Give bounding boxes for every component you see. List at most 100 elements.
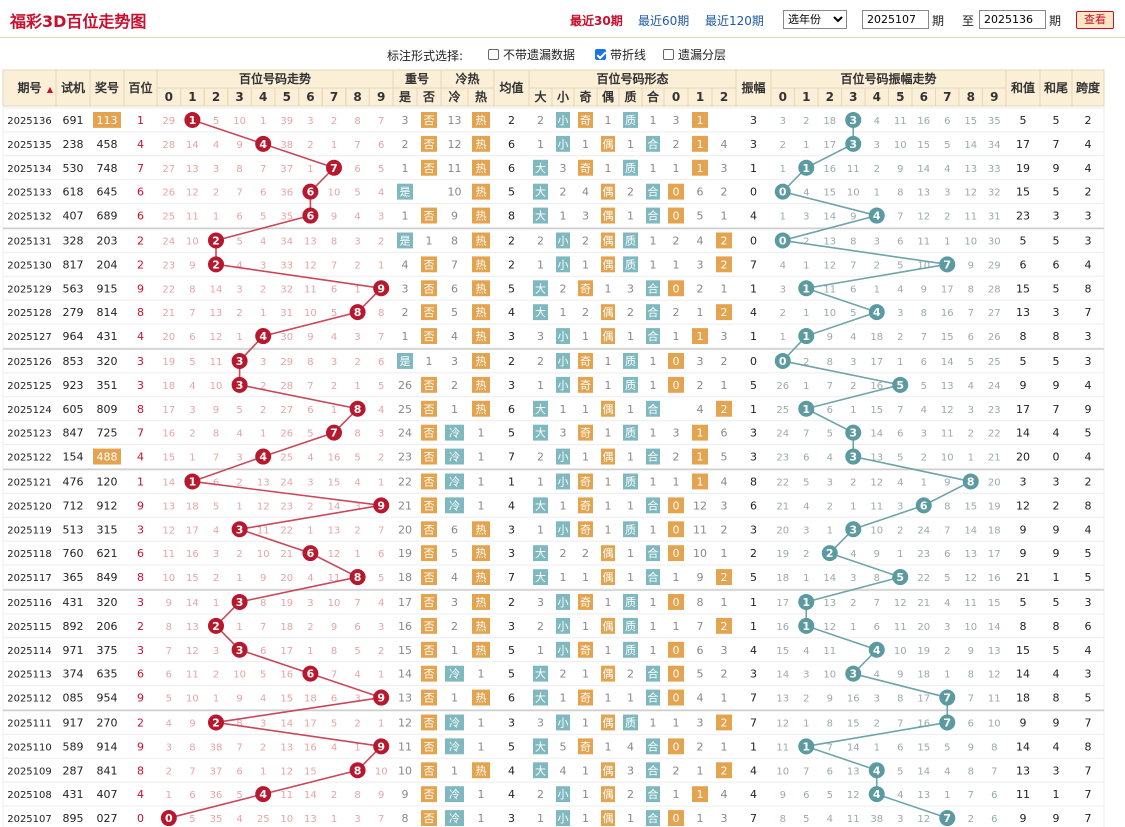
repeat-no-cell: 否 [424, 427, 435, 440]
amp-miss-cell: 11 [941, 429, 954, 440]
amp-miss-cell: 15 [941, 332, 954, 343]
trend-miss-cell: 12 [328, 549, 341, 560]
small-cell-bg [556, 714, 570, 731]
amplitude-ball [915, 497, 932, 514]
repeat-no-cell-bg [421, 376, 437, 393]
road-miss-cell: 1 [721, 740, 728, 753]
even-cell: 偶 [603, 788, 614, 801]
road-miss-cell: 4 [721, 138, 728, 151]
amp-miss-cell: 14 [917, 766, 930, 777]
sum-cell: 8 [1020, 620, 1027, 633]
amp-miss-cell: 13 [870, 453, 883, 464]
trend-miss-cell: 5 [213, 501, 219, 512]
recent-30-link[interactable]: 最近30期 [570, 14, 623, 28]
avg-cell: 1 [508, 475, 515, 488]
checkbox-icon[interactable] [663, 49, 674, 60]
sumtail-cell: 5 [1053, 596, 1060, 609]
amp-miss-cell: 2 [827, 501, 833, 512]
even-cell: 偶 [603, 210, 614, 223]
recent-60-link[interactable]: 最近60期 [638, 14, 690, 28]
prime-miss-cell: 3 [627, 764, 634, 777]
small-miss-cell: 3 [560, 162, 567, 175]
year-select[interactable]: 选年份 [783, 10, 847, 29]
sumtail-cell: 2 [1053, 499, 1060, 512]
amp-cell: 4 [750, 764, 757, 777]
small-cell-bg [556, 641, 570, 658]
checkbox-icon[interactable] [488, 49, 499, 60]
trend-miss-cell: 27 [280, 405, 293, 416]
road-cell-bg [692, 112, 708, 128]
sum-cell: 13 [1016, 306, 1030, 319]
amp-miss-cell: 7 [827, 381, 833, 392]
trend-miss-cell: 24 [162, 236, 175, 247]
hot-miss-cell: 1 [478, 812, 485, 825]
trend-miss-cell: 4 [354, 477, 360, 488]
odd-cell-bg [578, 689, 593, 706]
road-miss-cell: 2 [673, 306, 680, 319]
amp-miss-cell: 18 [988, 525, 1001, 536]
amplitude-ball-label: 3 [849, 114, 857, 127]
to-period-input[interactable] [979, 10, 1046, 29]
amp-miss-cell: 24 [988, 381, 1001, 392]
small-cell: 小 [558, 451, 569, 464]
hundred-ball-label: 4 [259, 330, 267, 343]
amp-digit-header: 8 [967, 90, 975, 104]
road-miss-cell: 1 [673, 475, 680, 488]
odd-miss-cell: 1 [582, 716, 589, 729]
from-period-input[interactable] [862, 10, 929, 29]
repeat-no-cell-bg [421, 304, 437, 321]
cold-cell: 冷 [449, 475, 460, 488]
amp-miss-cell: 15 [776, 646, 789, 657]
composite-miss-cell: 1 [650, 355, 657, 368]
even-cell: 偶 [603, 571, 614, 584]
amp-header: 振幅 [741, 80, 765, 95]
trend-miss-cell: 1 [166, 790, 172, 801]
checkbox-checked-icon[interactable] [595, 49, 606, 60]
big-cell-bg [533, 738, 548, 755]
hot-cell-bg [472, 232, 490, 249]
amp-miss-cell: 12 [917, 212, 930, 223]
trend-miss-cell: 22 [280, 525, 293, 536]
amplitude-ball-label: 2 [826, 547, 834, 560]
span-cell: 7 [1085, 716, 1092, 729]
trend-miss-cell: 3 [354, 501, 360, 512]
big-cell-bg [533, 183, 548, 200]
sort-icon: ▲ [47, 85, 54, 94]
trend-miss-cell: 7 [378, 332, 384, 343]
trend-miss-cell: 9 [307, 332, 313, 343]
amp-miss-cell: 14 [823, 573, 836, 584]
amp-miss-cell: 15 [870, 405, 883, 416]
amplitude-ball [798, 400, 815, 417]
recent-120-link[interactable]: 最近120期 [705, 14, 764, 28]
avg-cell: 5 [508, 644, 515, 657]
composite-cell-bg [646, 665, 660, 682]
view-button[interactable]: 查看 [1076, 11, 1114, 29]
trend-miss-cell: 27 [162, 164, 175, 175]
big-cell-bg [533, 545, 548, 562]
amp-miss-cell: 1 [780, 332, 786, 343]
sum-cell: 3 [1020, 475, 1027, 488]
sumtail-cell: 8 [1053, 330, 1060, 343]
amplitude-ball [939, 714, 956, 731]
no-miss-data-option[interactable]: 不带遗漏数据 [488, 46, 575, 63]
span-cell: 3 [1085, 596, 1092, 609]
cold-miss-cell: 1 [451, 403, 458, 416]
odd-cell-bg [578, 376, 593, 393]
amp-miss-cell: 6 [897, 429, 903, 440]
trend-miss-cell: 3 [213, 549, 219, 560]
road-miss-cell: 3 [721, 644, 728, 657]
miss-layer-option[interactable]: 遗漏分层 [663, 46, 726, 63]
composite-cell: 合 [648, 329, 659, 343]
road-miss-cell: 12 [693, 499, 707, 512]
polyline-option[interactable]: 带折线 [595, 46, 646, 63]
sum-cell: 5 [1020, 114, 1027, 127]
trend-miss-cell: 2 [213, 573, 219, 584]
amp-miss-cell: 3 [803, 670, 809, 681]
trend-miss-cell: 7 [331, 670, 337, 681]
trend-miss-cell: 7 [307, 381, 313, 392]
road-cell: 1 [697, 451, 704, 464]
cold-cell-bg [445, 786, 464, 803]
trend-miss-cell: 6 [260, 188, 266, 199]
sum-cell: 11 [1016, 788, 1030, 801]
period-cell: 2025123 [7, 429, 52, 440]
